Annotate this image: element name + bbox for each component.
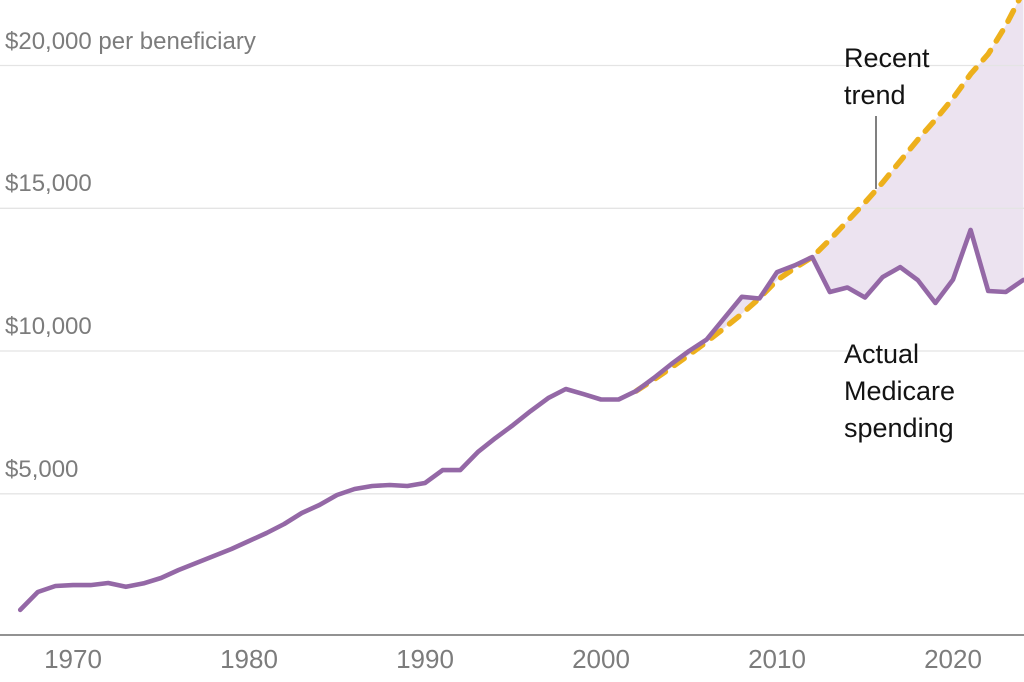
trend-gap-fill [636,0,1024,391]
y-tick-label: $15,000 [5,170,92,197]
x-tick-label: 2020 [924,644,982,674]
recent-trend-line [633,0,1023,394]
x-tick-label: 2010 [748,644,806,674]
y-tick-label: $10,000 [5,313,92,340]
x-tick-label: 1970 [44,644,102,674]
actual-spending-annotation: Actual Medicare spending [844,339,956,443]
actual-spending-line [17,227,1024,613]
gridlines [0,64,1024,495]
x-tick-label: 2000 [572,644,630,674]
x-tick-label: 1990 [396,644,454,674]
y-tick-label: $5,000 [5,456,79,483]
recent-trend-annotation: Recent trend [844,43,930,110]
y-tick-label: $20,000 per beneficiary [5,28,256,55]
x-tick-label: 1980 [220,644,278,674]
